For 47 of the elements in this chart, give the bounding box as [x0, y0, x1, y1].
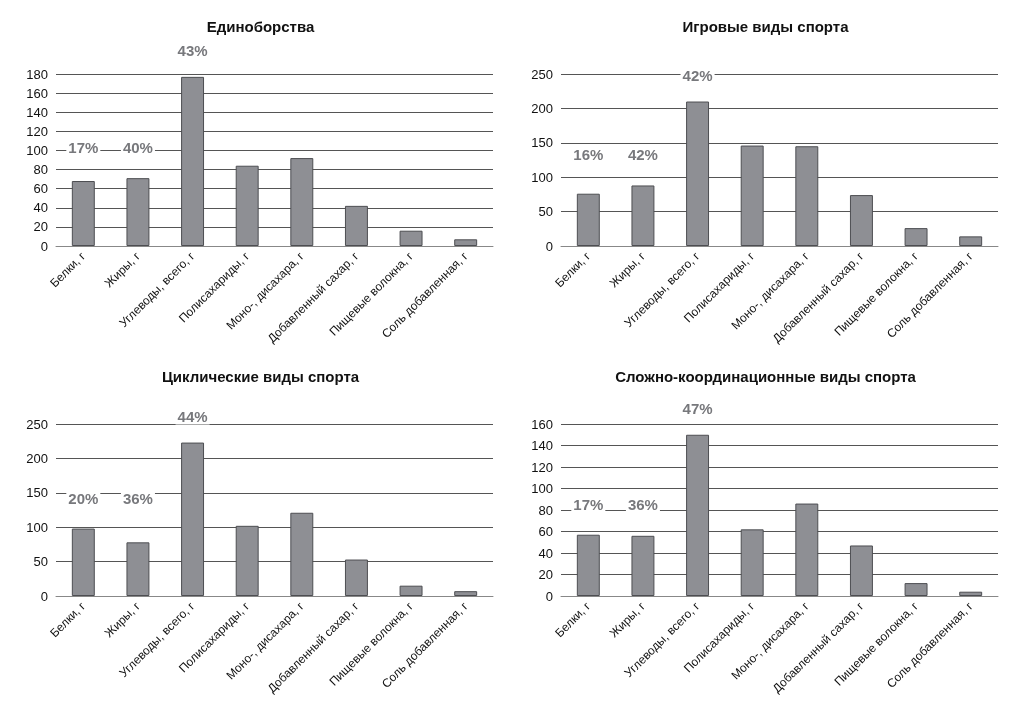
y-tick-label: 100	[531, 169, 553, 185]
y-tick-label: 40	[538, 545, 553, 561]
y-tick-label: 80	[33, 162, 48, 178]
annotation: 17%	[573, 495, 604, 513]
y-tick-label: 200	[531, 100, 553, 116]
chart-title: Сложно-координационные виды спорта	[615, 368, 917, 385]
annotation: 36%	[122, 489, 153, 507]
y-tick-label: 250	[531, 66, 553, 82]
annotation: 42%	[682, 66, 713, 84]
y-tick-label: 140	[26, 104, 48, 120]
y-tick-label: 180	[26, 66, 48, 82]
annotation: 17%	[68, 139, 99, 157]
annotation: 44%	[177, 407, 208, 425]
y-tick-label: 150	[26, 485, 48, 501]
y-tick-label: 120	[531, 459, 553, 475]
y-tick-label: 60	[538, 524, 553, 539]
y-tick-label: 0	[545, 238, 553, 254]
y-tick-label: 20	[538, 567, 553, 582]
y-tick-label: 140	[531, 438, 553, 453]
annotation: 16%	[573, 146, 604, 164]
annotation: 40%	[122, 139, 153, 157]
text: 43%	[177, 41, 208, 59]
y-tick-label: 0	[40, 238, 48, 254]
y-tick-label: 0	[40, 588, 48, 604]
y-tick-label: 100	[26, 142, 48, 158]
y-tick-label: 20	[33, 219, 48, 235]
y-tick-label: 160	[26, 85, 48, 101]
y-tick-label: 40	[33, 200, 48, 216]
y-tick-label: 60	[33, 181, 48, 197]
y-tick-label: 200	[26, 450, 48, 466]
y-tick-label: 150	[531, 135, 553, 151]
y-tick-label: 0	[545, 588, 553, 604]
chart-title: Циклические виды спорта	[161, 368, 360, 385]
text: 47%	[682, 399, 713, 417]
y-tick-label: 160	[531, 416, 553, 432]
y-tick-label: 80	[538, 502, 553, 518]
chart-title: Игровые виды спорта	[682, 18, 850, 35]
annotation: 20%	[68, 489, 99, 507]
annotation: 36%	[627, 495, 658, 513]
y-tick-label: 50	[33, 554, 48, 570]
annotation: 42%	[627, 146, 658, 164]
y-tick-label: 100	[26, 519, 48, 535]
y-tick-label: 250	[26, 416, 48, 432]
y-tick-label: 100	[531, 481, 553, 496]
y-tick-label: 120	[26, 123, 48, 139]
chart-title: Единоборства	[206, 18, 315, 35]
y-tick-label: 50	[538, 204, 553, 220]
